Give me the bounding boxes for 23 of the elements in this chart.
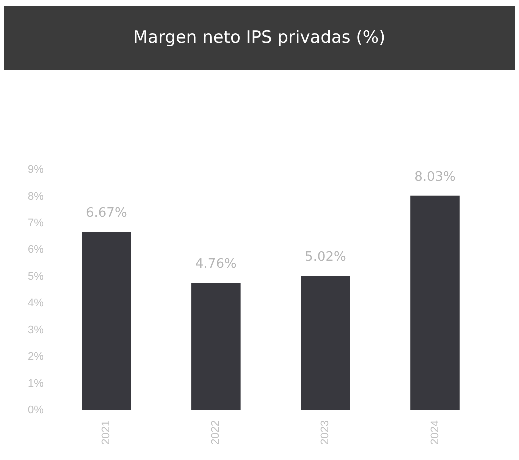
- bar: [410, 196, 460, 411]
- bar: [82, 232, 132, 411]
- bar: [192, 283, 241, 411]
- bar: [301, 276, 350, 411]
- data-label: 8.03%: [414, 170, 456, 185]
- chart-title: Margen neto IPS privadas (%): [4, 6, 515, 70]
- y-tick-label: 9%: [28, 164, 44, 176]
- y-tick-label: 6%: [28, 244, 44, 256]
- x-tick-label: 2022: [210, 420, 222, 446]
- y-tick-label: 0%: [28, 404, 44, 417]
- y-tick-label: 7%: [28, 217, 44, 230]
- y-tick-label: 2%: [28, 351, 44, 364]
- y-tick-label: 1%: [28, 378, 44, 390]
- data-label: 4.76%: [196, 257, 237, 272]
- data-label: 6.67%: [86, 206, 128, 222]
- x-tick-label: 2024: [429, 420, 442, 446]
- x-tick-label: 2021: [100, 420, 113, 446]
- y-tick-label: 3%: [28, 324, 44, 336]
- y-tick-label: 5%: [28, 270, 44, 283]
- y-tick-label: 4%: [28, 298, 44, 310]
- y-tick-label: 8%: [28, 190, 44, 203]
- data-label: 5.02%: [305, 250, 346, 266]
- x-tick-label: 2023: [320, 420, 332, 446]
